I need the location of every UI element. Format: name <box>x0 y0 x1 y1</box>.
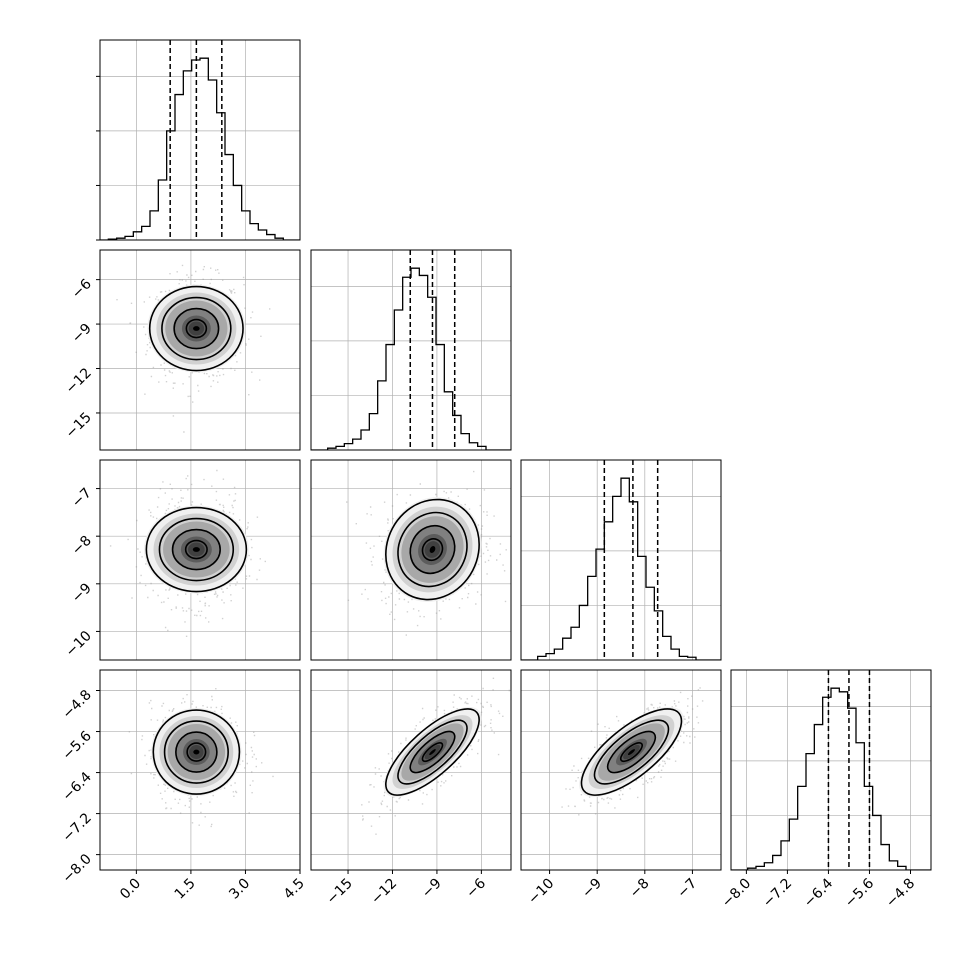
x-tick-label-3-0: −8.0 <box>719 876 754 911</box>
panel-frame <box>730 669 932 871</box>
y-tick-label-1-2: −9 <box>69 321 95 347</box>
y-tick-label-1-1: −12 <box>63 365 95 397</box>
x-tick-label-3-3: −5.6 <box>842 875 877 910</box>
x-tick-label-2-3: −7 <box>674 876 700 902</box>
panel-3-3 <box>730 669 932 871</box>
density-peak <box>627 749 635 756</box>
contour-2σ <box>184 539 208 560</box>
panel-3-2 <box>520 669 722 871</box>
panel-2-2 <box>520 459 722 661</box>
contour-1.5σ <box>171 528 221 571</box>
x-tick-label-0-3: 4.5 <box>281 876 308 903</box>
contour-1.5σ <box>173 307 220 350</box>
panel-2-0 <box>99 459 301 661</box>
y-tick-label-2-3: −7 <box>69 485 95 511</box>
contour-0.5σ <box>148 285 244 372</box>
x-tick-label-1-1: −12 <box>368 876 400 908</box>
x-tick-label-1-0: −15 <box>324 876 356 908</box>
y-tick-label-3-2: −6.4 <box>59 769 94 804</box>
x-tick-label-2-2: −8 <box>627 876 653 902</box>
panel-2-1 <box>310 459 512 661</box>
density-peak <box>192 547 200 552</box>
y-tick-label-3-1: −7.2 <box>59 810 94 845</box>
histogram-3 <box>731 687 931 870</box>
contour-1.5σ <box>606 730 657 774</box>
density-peak <box>193 326 200 331</box>
panel-3-0 <box>99 669 301 871</box>
panel-3-1 <box>310 669 512 871</box>
panel-frame <box>310 249 512 451</box>
panel-frame <box>99 669 301 871</box>
x-tick-label-3-1: −7.2 <box>760 876 795 911</box>
contour-1σ <box>397 719 468 785</box>
x-tick-label-2-1: −9 <box>579 876 605 902</box>
panel-frame <box>99 249 301 451</box>
contour-0.5σ <box>580 708 683 796</box>
panel-frame <box>520 669 722 871</box>
panel-frame <box>99 39 301 241</box>
panel-frame <box>99 459 301 661</box>
panel-1-0 <box>99 249 301 451</box>
panel-frame <box>520 459 722 661</box>
contour-2σ <box>421 742 444 763</box>
density-peak <box>429 749 436 756</box>
y-tick-label-3-4: −4.8 <box>59 687 94 722</box>
contour-1σ <box>158 517 235 582</box>
contour-1.5σ <box>409 730 456 774</box>
y-tick-label-1-3: −6 <box>69 276 95 302</box>
contour-1.5σ <box>409 524 456 575</box>
x-tick-label-3-2: −6.4 <box>801 875 836 910</box>
contour-2σ <box>186 742 207 762</box>
x-tick-label-3-4: −4.8 <box>883 876 918 911</box>
contour-1σ <box>397 511 468 588</box>
y-tick-label-2-2: −8 <box>69 533 95 559</box>
contour-0.5σ <box>152 709 241 795</box>
panel-frame <box>310 669 512 871</box>
density-peak <box>429 546 436 553</box>
y-tick-label-3-0: −8.0 <box>59 851 94 886</box>
contour-2σ <box>185 318 208 339</box>
contour-1σ <box>593 719 670 785</box>
panel-0-0 <box>96 39 301 241</box>
panel-1-1 <box>310 249 512 451</box>
x-tick-label-1-2: −9 <box>419 876 445 902</box>
x-tick-label-0-2: 3.0 <box>226 876 253 903</box>
panel-frame <box>310 459 512 661</box>
y-tick-label-2-0: −10 <box>63 628 95 660</box>
histogram-2 <box>521 477 721 660</box>
y-tick-label-3-3: −5.6 <box>59 728 94 763</box>
histogram-0 <box>100 57 300 240</box>
contour-2σ <box>421 538 444 562</box>
contour-1.5σ <box>175 731 218 773</box>
contour-0.5σ <box>385 708 480 796</box>
x-tick-label-1-3: −6 <box>463 875 489 901</box>
x-tick-label-0-0: 0.0 <box>117 876 144 903</box>
x-tick-label-0-1: 1.5 <box>172 876 199 903</box>
y-tick-label-1-0: −15 <box>63 409 95 441</box>
contour-1σ <box>163 720 229 784</box>
contour-1σ <box>161 296 232 361</box>
contour-0.5σ <box>145 506 248 593</box>
density-peak <box>193 749 200 755</box>
x-tick-label-2-0: −10 <box>525 876 557 908</box>
y-tick-label-2-1: −9 <box>69 580 95 606</box>
contour-0.5σ <box>385 498 480 601</box>
contour-2σ <box>619 742 643 763</box>
